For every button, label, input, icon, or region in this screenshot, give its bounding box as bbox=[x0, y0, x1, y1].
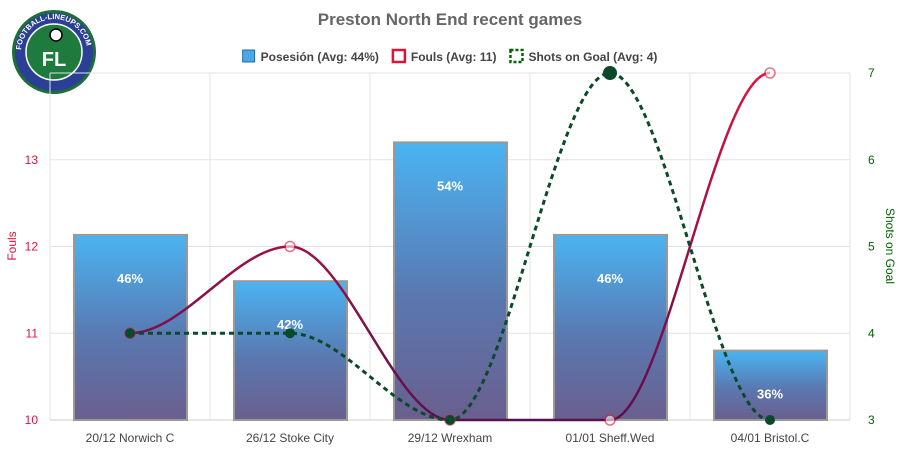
legend-swatch-fouls bbox=[391, 48, 407, 64]
x-tick-label: 26/12 Stoke City bbox=[246, 431, 334, 445]
shots-point bbox=[765, 415, 775, 425]
y-right-tick: 3 bbox=[868, 413, 875, 427]
y-right-tick: 7 bbox=[868, 66, 875, 80]
bar-label: 36% bbox=[757, 387, 783, 402]
x-tick-label: 01/01 Sheff.Wed bbox=[566, 431, 655, 445]
bar-posesion bbox=[393, 141, 508, 421]
chart-title: Preston North End recent games bbox=[318, 10, 583, 29]
y-right-tick: 5 bbox=[868, 240, 875, 254]
x-tick-label: 20/12 Norwich C bbox=[86, 431, 175, 445]
y-left-tick: 13 bbox=[25, 153, 39, 167]
legend-label-fouls: Fouls (Avg: 11) bbox=[411, 50, 497, 64]
legend: Posesión (Avg: 44%) Fouls (Avg: 11) Shots … bbox=[242, 48, 657, 64]
bar-label: 42% bbox=[277, 317, 303, 332]
logo: FL FOOTBALL-LINEUPS.COM bbox=[12, 10, 96, 94]
y-right-label: Shots on Goal bbox=[883, 208, 897, 284]
legend-label-posesion: Posesión (Avg: 44%) bbox=[261, 50, 379, 64]
bar-posesion bbox=[553, 233, 668, 421]
shots-point bbox=[445, 415, 455, 425]
bar-posesion bbox=[233, 280, 348, 422]
shots-line bbox=[130, 71, 771, 422]
bar-label: 46% bbox=[597, 271, 623, 286]
legend-label-shots: Shots on Goal (Avg: 4) bbox=[528, 50, 657, 64]
legend-swatch-posesion bbox=[242, 49, 256, 63]
y-left-tick: 12 bbox=[25, 240, 39, 254]
bar-posesion bbox=[713, 349, 828, 422]
logo-monogram: FL bbox=[42, 49, 66, 71]
shots-point bbox=[285, 328, 295, 339]
fouls-point bbox=[604, 414, 616, 426]
shots-point bbox=[125, 328, 135, 339]
bar-label: 54% bbox=[437, 178, 463, 193]
fouls-point bbox=[764, 67, 776, 79]
bar-posesion bbox=[73, 233, 188, 421]
shots-point bbox=[603, 66, 617, 80]
y-left-label: Fouls bbox=[5, 231, 19, 260]
x-tick-label: 04/01 Bristol.C bbox=[731, 431, 810, 445]
y-left-tick: 10 bbox=[25, 413, 39, 427]
bar-label: 46% bbox=[117, 271, 143, 286]
y-left-tick: 11 bbox=[26, 326, 39, 340]
x-tick-label: 29/12 Wrexham bbox=[408, 431, 493, 445]
y-right-tick: 4 bbox=[868, 326, 875, 340]
legend-swatch-shots bbox=[509, 48, 524, 64]
y-right-tick: 6 bbox=[868, 153, 875, 167]
fouls-point bbox=[284, 240, 296, 253]
